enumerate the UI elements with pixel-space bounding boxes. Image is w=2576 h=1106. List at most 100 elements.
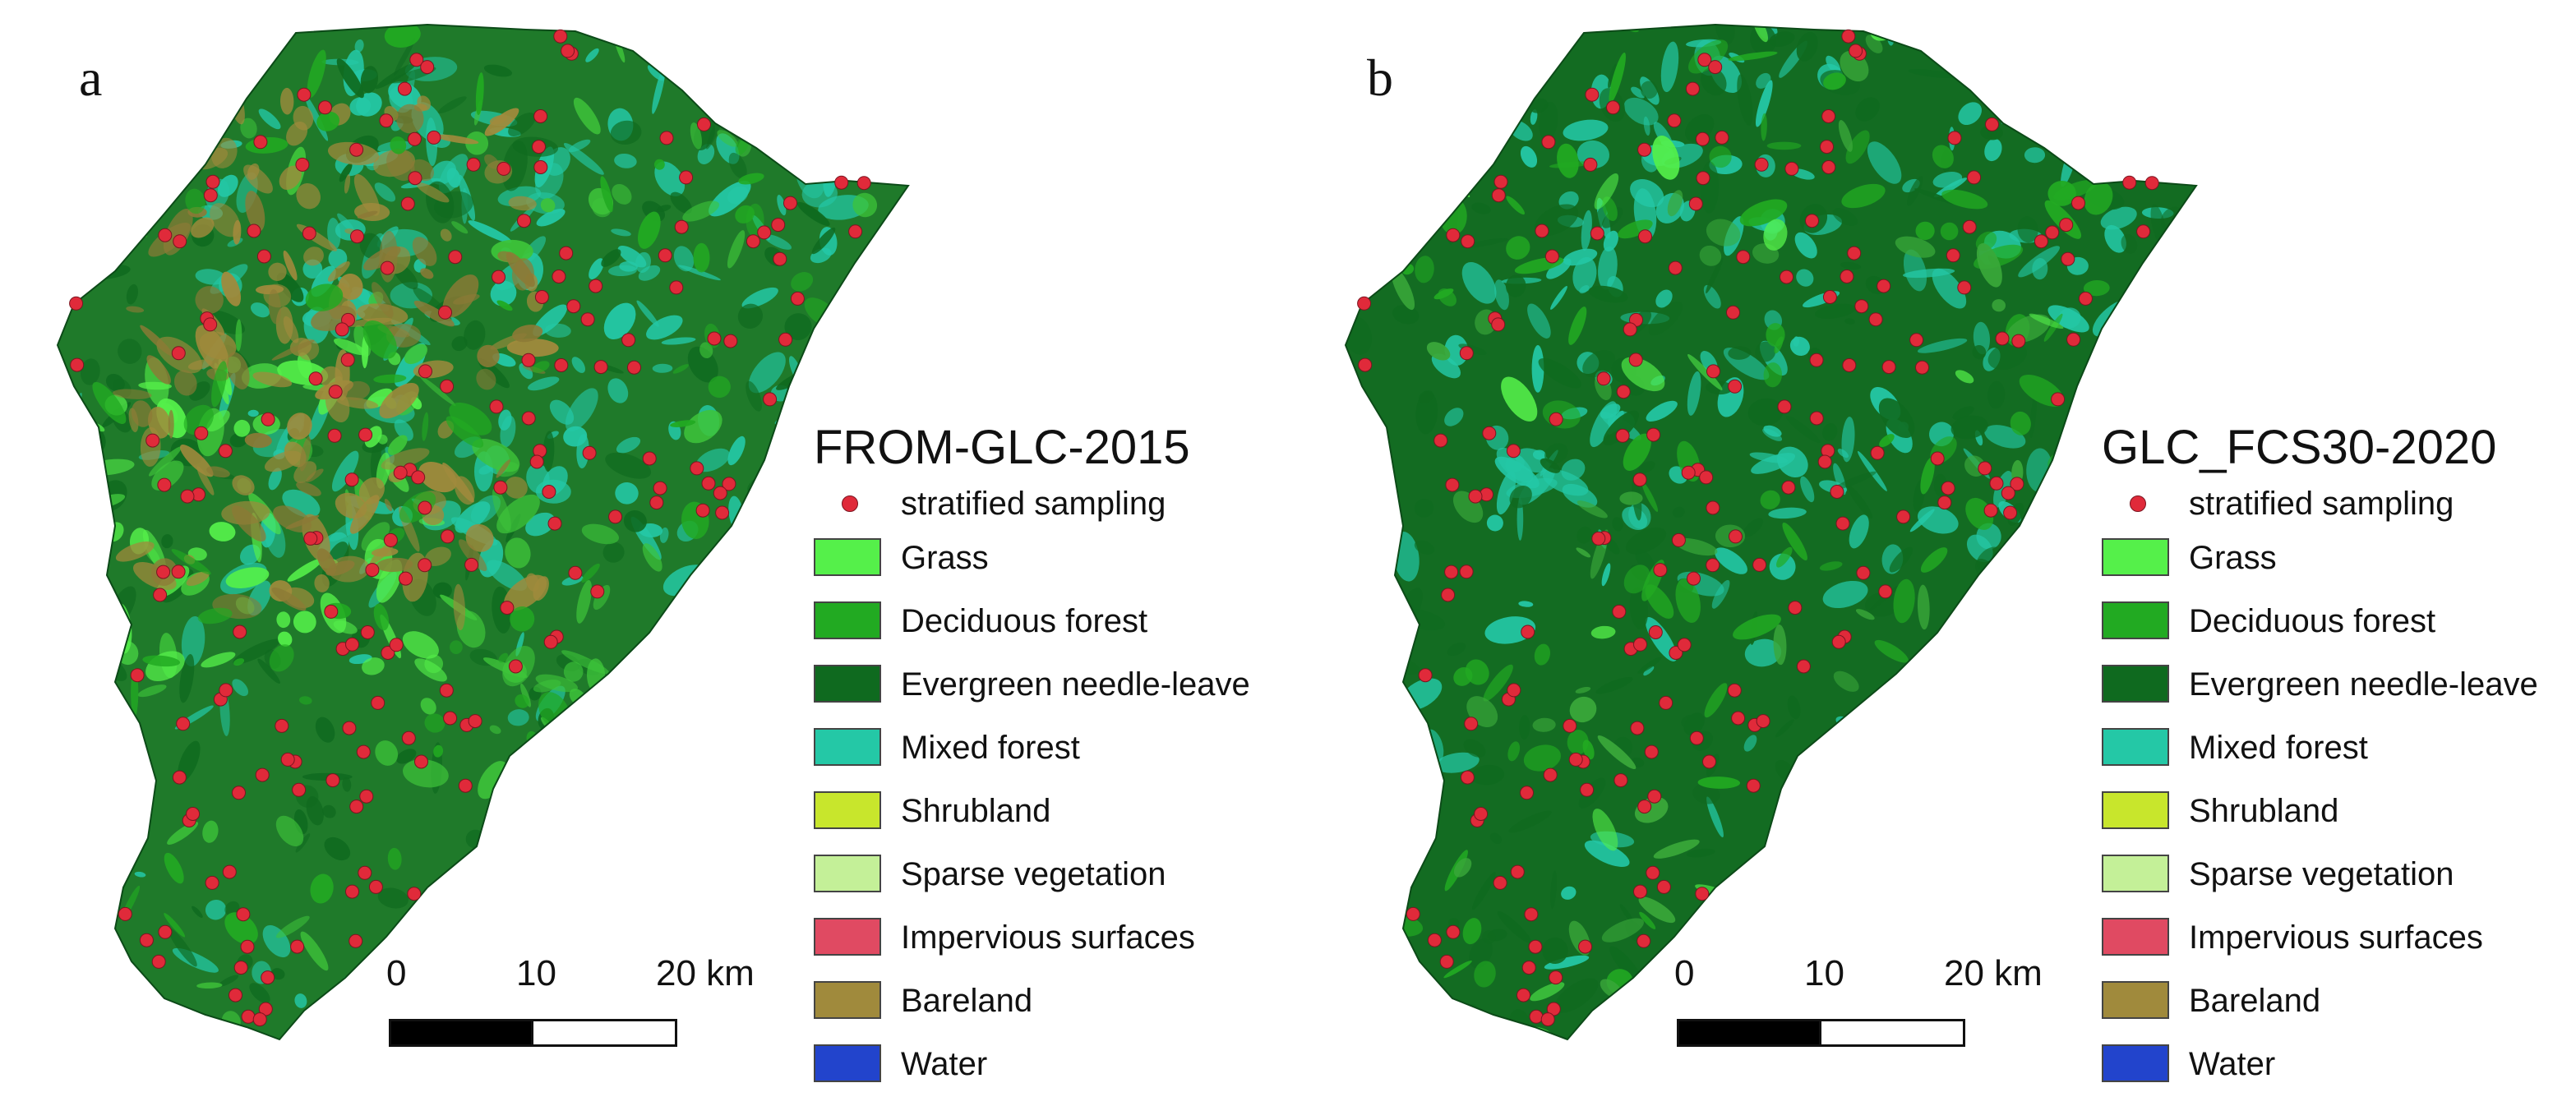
sample-point <box>302 226 316 241</box>
land-cover-patch <box>250 302 270 318</box>
sample-point <box>1549 412 1563 426</box>
land-cover-patch <box>1507 741 1521 762</box>
sample-point <box>240 939 255 954</box>
land-cover-patch <box>1819 561 1843 571</box>
land-cover-patch <box>847 139 860 152</box>
land-cover-patch <box>1635 548 1655 574</box>
land-cover-patch <box>1895 236 1936 258</box>
land-cover-patch <box>1733 614 1781 640</box>
land-cover-patch <box>714 709 759 731</box>
land-cover-patch <box>273 505 312 532</box>
panel-letter: b <box>1367 48 1393 107</box>
land-cover-patch <box>206 310 245 335</box>
land-cover-patch <box>1486 514 1503 532</box>
land-cover-patch <box>395 104 424 134</box>
scale-bar-white-segment <box>531 1019 677 1047</box>
legend-swatch <box>2102 855 2169 892</box>
land-cover-patch <box>176 95 196 110</box>
land-cover-patch <box>2108 113 2118 138</box>
land-cover-patch <box>709 181 751 217</box>
land-cover-patch <box>1775 824 1791 841</box>
sample-point <box>328 385 343 399</box>
sample-point <box>252 1012 267 1027</box>
land-cover-patch <box>776 141 787 156</box>
sample-point <box>653 481 667 495</box>
sample-point <box>2144 176 2159 191</box>
land-cover-patch <box>2101 99 2135 128</box>
land-cover-patch <box>2061 574 2098 613</box>
land-cover-patch <box>1470 764 1505 786</box>
land-cover-patch <box>58 28 80 62</box>
land-cover-patch <box>73 606 88 625</box>
land-cover-patch <box>449 640 463 654</box>
land-cover-patch <box>2092 25 2110 44</box>
land-cover-patch <box>238 37 283 57</box>
land-cover-patch <box>2164 288 2196 325</box>
land-cover-patch <box>813 366 852 395</box>
land-cover-patch <box>287 412 312 440</box>
sample-point <box>1688 196 1703 211</box>
land-cover-patch <box>1893 578 1915 624</box>
land-cover-patch <box>819 75 844 105</box>
land-cover-patch <box>1840 740 1876 770</box>
sample-point <box>1563 718 1577 733</box>
land-cover-patch <box>475 72 484 116</box>
land-cover-patch <box>1881 814 1898 862</box>
land-cover-patch <box>192 906 203 918</box>
land-cover-patch <box>1916 836 1941 863</box>
land-cover-patch <box>102 780 117 801</box>
land-cover-patch <box>417 95 431 111</box>
land-cover-patch <box>440 228 452 242</box>
sample-point <box>1529 1009 1544 1024</box>
sample-point <box>349 142 364 157</box>
scale-label-20: 20 km <box>656 953 755 993</box>
land-cover-patch <box>2029 313 2064 329</box>
sample-point <box>1878 584 1893 599</box>
land-cover-patch <box>2001 873 2017 911</box>
land-cover-patch <box>751 495 780 539</box>
land-cover-patch <box>1563 119 1609 141</box>
land-cover-patch <box>453 583 466 631</box>
land-cover-patch <box>833 374 852 399</box>
land-cover-patch <box>1618 1021 1639 1039</box>
sample-point <box>697 117 711 131</box>
land-cover-patch <box>608 702 635 737</box>
scale-label-0: 0 <box>1674 953 1695 993</box>
sample-point <box>218 444 233 459</box>
land-cover-patch <box>1601 918 1644 942</box>
sample-point <box>379 113 394 128</box>
land-cover-patch <box>1508 810 1552 833</box>
land-cover-patch <box>451 221 469 234</box>
land-cover-patch <box>191 217 215 238</box>
legend-item: Mixed forest <box>2102 720 2576 783</box>
land-cover-patch <box>763 31 814 59</box>
land-cover-patch <box>1360 568 1369 592</box>
land-cover-patch <box>2107 359 2138 377</box>
legend-swatch <box>814 1044 881 1082</box>
land-cover-patch <box>861 254 870 276</box>
land-cover-patch <box>824 39 864 62</box>
land-cover-patch <box>1755 341 1776 362</box>
land-cover-patch <box>1590 625 1616 639</box>
sample-point <box>1615 428 1630 443</box>
sample-point <box>448 250 463 265</box>
land-cover-patch <box>134 871 146 878</box>
sample-point <box>349 800 364 814</box>
sample-point <box>496 161 511 176</box>
land-cover-patch <box>118 339 142 364</box>
sample-point <box>1491 188 1506 203</box>
sample-point <box>1695 887 1710 901</box>
land-cover-patch <box>331 450 359 492</box>
sample-point <box>1521 624 1535 639</box>
land-cover-patch <box>299 696 312 705</box>
land-cover-patch <box>603 302 636 339</box>
land-cover-patch <box>602 682 644 717</box>
land-cover-patch <box>1832 208 1858 226</box>
land-cover-patch <box>1462 918 1482 945</box>
land-cover-patch <box>268 262 287 281</box>
sample-point <box>1591 531 1606 546</box>
land-cover-patch <box>360 66 379 94</box>
legend-label: Shrubland <box>901 793 1051 829</box>
land-cover-patch <box>1346 450 1360 473</box>
legend-swatch <box>2102 601 2169 639</box>
